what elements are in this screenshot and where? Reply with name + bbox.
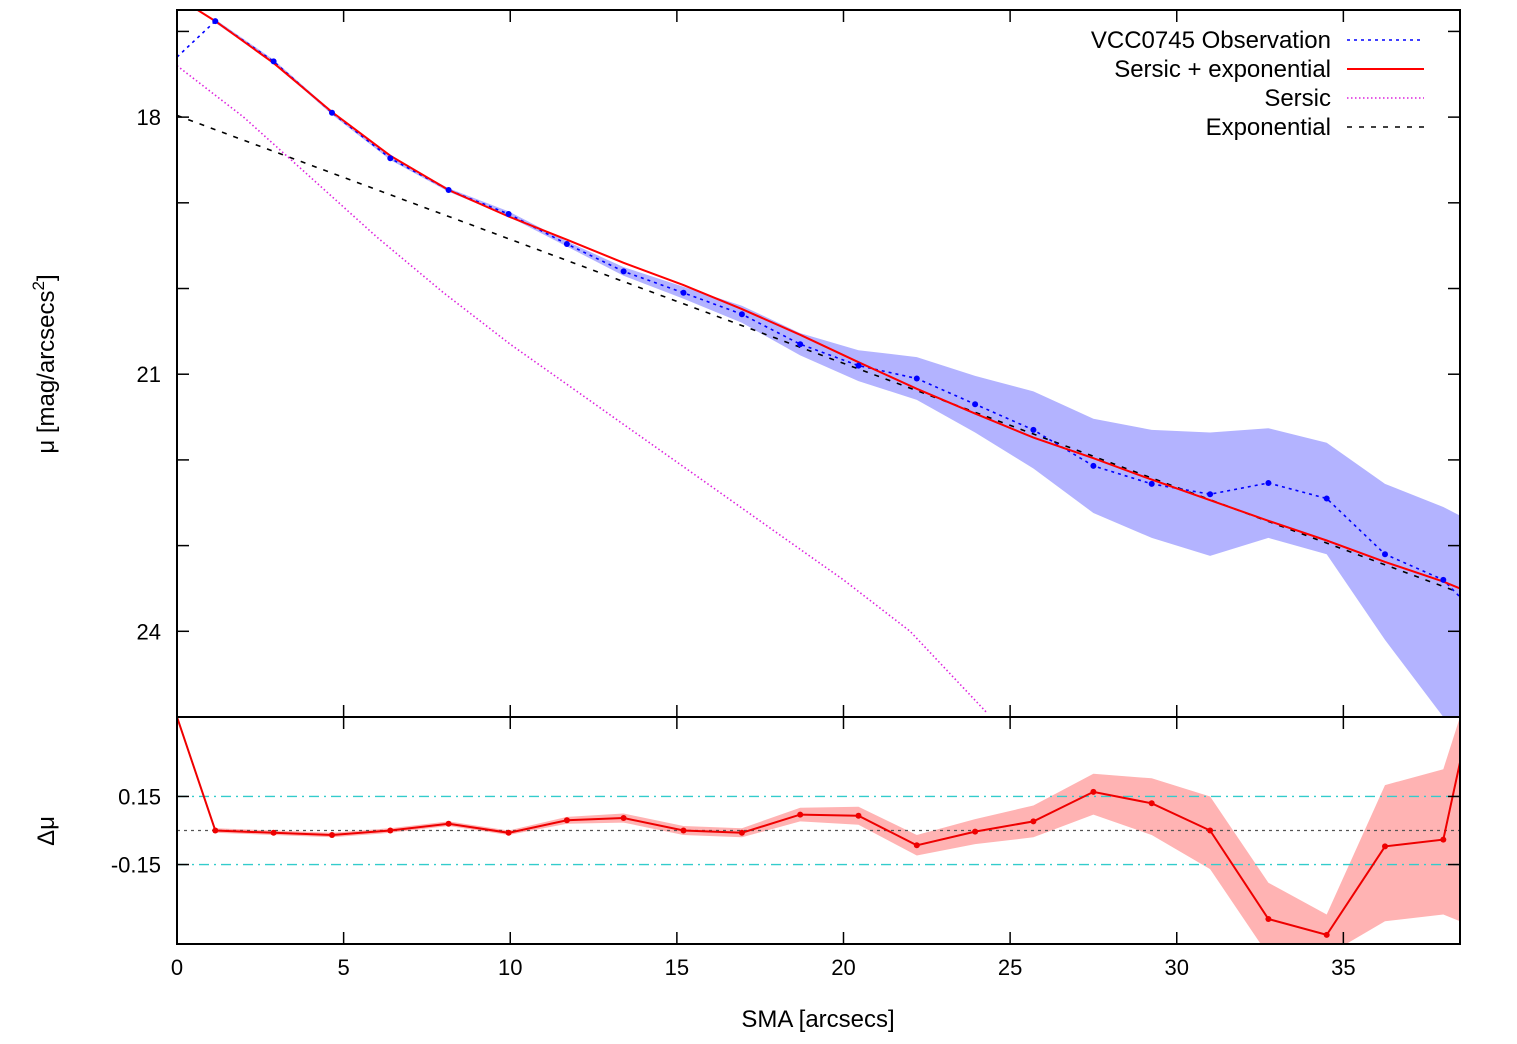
x-tick-label: 5 <box>337 955 349 980</box>
x-tick-label: 15 <box>665 955 689 980</box>
observation-point <box>680 289 687 296</box>
observation-error-band <box>215 19 1460 717</box>
residual-point <box>797 811 804 818</box>
observation-line <box>177 20 1460 598</box>
observation-point <box>855 362 862 369</box>
observation-point <box>738 311 745 318</box>
observation-point <box>329 109 335 116</box>
observation-point <box>1323 495 1330 502</box>
y-axis-label-profile: μ [mag/arcsecs2] <box>29 274 60 453</box>
legend-entry-label: Sersic <box>1264 85 1331 112</box>
profile-error-bands <box>215 19 1460 717</box>
residual-point <box>329 832 335 838</box>
legend-entry-label: VCC0745 Observation <box>1091 27 1331 54</box>
residual-point <box>563 817 570 824</box>
x-tick-label: 20 <box>831 955 855 980</box>
observation-point <box>1265 480 1272 486</box>
residual-point <box>972 828 979 835</box>
residual-series-lines <box>177 717 1461 937</box>
residual-point <box>738 829 745 836</box>
observation-point <box>563 241 570 247</box>
observation-point <box>212 18 219 25</box>
observation-point <box>387 155 394 162</box>
observation-point <box>913 375 920 382</box>
y-axis-label-residuals: Δμ <box>33 816 60 846</box>
axis-ticks <box>176 10 1460 944</box>
x-axis-label: SMA [arcsecs] <box>741 1006 894 1033</box>
observation-point <box>1207 491 1214 498</box>
residual-panel-frame <box>176 716 1461 945</box>
observation-point <box>620 268 627 275</box>
y-tick-label-residuals: -0.15 <box>111 853 161 878</box>
residual-point <box>1440 836 1447 843</box>
observation-point <box>445 187 452 193</box>
y-tick-label-profile: 21 <box>137 362 161 387</box>
residual-point <box>855 812 862 819</box>
y-tick-label-profile: 24 <box>137 619 161 644</box>
legend-entry-label: Exponential <box>1206 114 1331 141</box>
observation-point <box>1148 480 1155 487</box>
observation-point <box>505 211 512 217</box>
x-tick-label: 35 <box>1331 955 1355 980</box>
residual-point <box>212 827 219 834</box>
y-tick-label-residuals: 0.15 <box>118 784 161 809</box>
residual-point <box>1207 827 1214 834</box>
residual-point <box>1090 788 1097 795</box>
residual-reference-lines <box>177 795 1460 866</box>
observation-point <box>1382 551 1388 558</box>
sersic-line <box>177 65 988 714</box>
observation-point <box>797 341 804 348</box>
residual-point <box>1382 843 1388 850</box>
residual-line <box>177 717 1461 937</box>
profile-series-markers <box>212 18 1447 583</box>
observation-point <box>1030 426 1037 433</box>
residual-point <box>1030 818 1037 825</box>
x-tick-label: 30 <box>1164 955 1188 980</box>
residual-point <box>680 827 687 834</box>
observation-point <box>1440 576 1447 583</box>
sersic-exponential-line <box>195 10 1460 590</box>
residual-point <box>505 829 512 836</box>
x-tick-label: 10 <box>498 955 522 980</box>
residual-point <box>445 820 452 827</box>
residual-point <box>1148 800 1155 807</box>
residual-point <box>620 815 627 821</box>
residual-point <box>1323 931 1330 938</box>
observation-point <box>972 401 979 408</box>
x-tick-label: 25 <box>998 955 1022 980</box>
residual-point <box>1265 916 1272 922</box>
observation-point <box>1090 462 1097 469</box>
residual-point <box>387 827 394 834</box>
y-tick-label-profile: 18 <box>137 105 161 130</box>
x-tick-label: 0 <box>171 955 183 980</box>
residual-point <box>270 829 277 836</box>
residual-series-markers <box>212 788 1447 938</box>
axes-frames <box>176 9 1461 945</box>
axis-tick-labels: 18 21 24 0.15 -0.15 0 5 10 15 20 25 30 35 <box>111 105 1356 980</box>
observation-point <box>270 58 277 65</box>
legend-entry-label: Sersic + exponential <box>1114 56 1331 83</box>
profile-series-lines <box>177 10 1460 714</box>
residual-point <box>913 842 920 849</box>
